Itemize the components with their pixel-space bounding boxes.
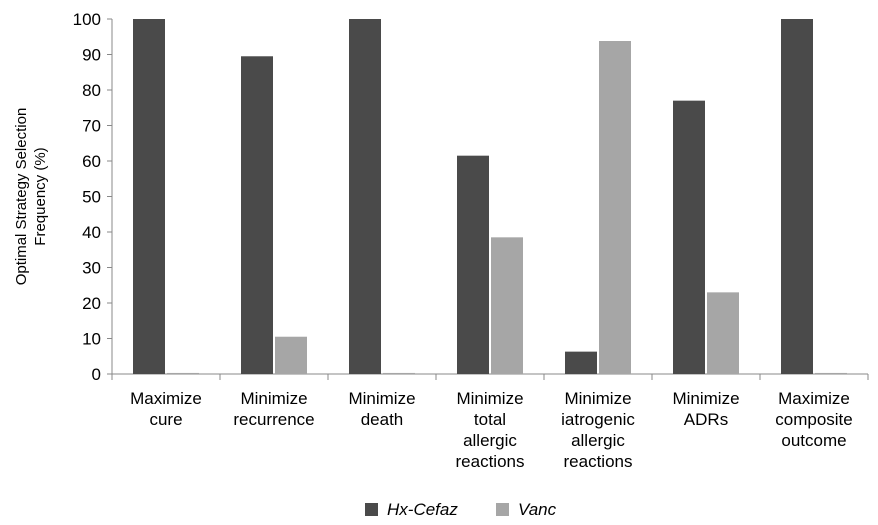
legend-swatch — [496, 503, 509, 516]
x-category-label-line: reactions — [564, 452, 633, 471]
x-category-label-line: composite — [775, 410, 852, 429]
legend-label: Hx-Cefaz — [387, 500, 458, 519]
bar-hx-cefaz — [457, 155, 489, 374]
bar-vanc — [815, 372, 847, 374]
x-category-label: Minimize iatrogenic allergic reactions — [561, 389, 635, 471]
bar-vanc — [167, 372, 199, 374]
x-category-label-line: total — [474, 410, 506, 429]
y-tick-label: 70 — [82, 117, 101, 136]
x-category-label: Minimize total allergic reactions — [456, 389, 525, 471]
x-category-label-line: ADRs — [684, 410, 728, 429]
legend-label: Vanc — [518, 500, 557, 519]
bar-vanc — [707, 292, 739, 374]
x-category-label: Maximize composite outcome — [775, 389, 852, 450]
y-tick-label: 90 — [82, 46, 101, 65]
bar-hx-cefaz — [349, 19, 381, 374]
bar-hx-cefaz — [241, 56, 273, 375]
x-category-label-line: Minimize — [672, 389, 739, 408]
y-tick-label: 0 — [92, 365, 101, 384]
x-category-label: Maximize cure — [130, 389, 202, 429]
x-category-label-line: Minimize — [240, 389, 307, 408]
x-category-label-line: recurrence — [233, 410, 314, 429]
y-tick-label: 10 — [82, 330, 101, 349]
y-tick-label: 50 — [82, 188, 101, 207]
x-category-label-line: Maximize — [778, 389, 850, 408]
x-category-label: Minimize recurrence — [233, 389, 314, 429]
y-tick-label: 100 — [73, 10, 101, 29]
bar-hx-cefaz — [565, 351, 597, 374]
x-category-label-line: Minimize — [564, 389, 631, 408]
y-axis-label-line: Frequency (%) — [32, 147, 49, 245]
x-category-label-line: allergic — [571, 431, 625, 450]
y-tick-label: 20 — [82, 294, 101, 313]
x-category-label-line: Maximize — [130, 389, 202, 408]
bar-hx-cefaz — [133, 19, 165, 374]
x-category-label-line: Minimize — [456, 389, 523, 408]
y-axis-label: Optimal Strategy Selection Frequency (%) — [13, 108, 49, 286]
x-category-label: Minimize ADRs — [672, 389, 739, 429]
bar-hx-cefaz — [673, 100, 705, 375]
x-category-label-line: outcome — [781, 431, 846, 450]
y-axis-label-line: Optimal Strategy Selection — [13, 108, 30, 286]
bar-vanc — [491, 237, 523, 374]
x-category-label: Minimize death — [348, 389, 415, 429]
x-category-label-line: Minimize — [348, 389, 415, 408]
x-category-label-line: allergic — [463, 431, 517, 450]
legend-swatch — [365, 503, 378, 516]
y-tick-label: 40 — [82, 223, 101, 242]
y-tick-label: 60 — [82, 152, 101, 171]
y-tick-label: 30 — [82, 259, 101, 278]
x-category-label-line: cure — [149, 410, 182, 429]
bar-vanc — [275, 336, 307, 374]
bar-vanc — [383, 372, 415, 374]
x-category-label-line: death — [361, 410, 404, 429]
bar-hx-cefaz — [781, 19, 813, 374]
bar-vanc — [599, 41, 631, 374]
x-category-label-line: iatrogenic — [561, 410, 635, 429]
x-category-label-line: reactions — [456, 452, 525, 471]
y-tick-label: 80 — [82, 81, 101, 100]
